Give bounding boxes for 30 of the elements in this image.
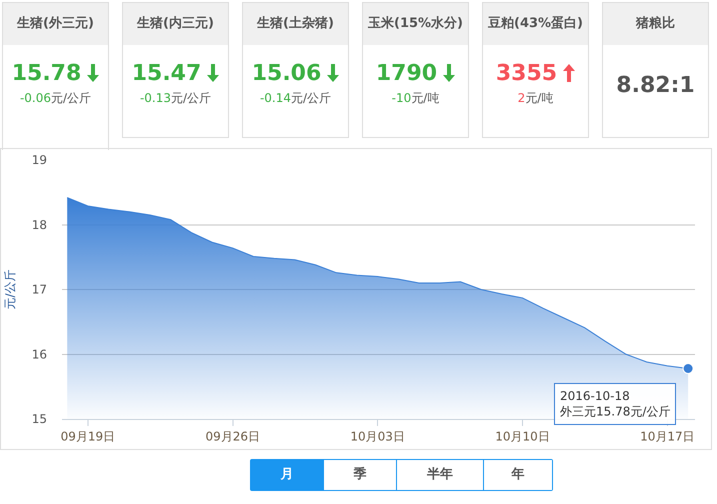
text: -0.13元/公斤: [138, 90, 212, 107]
period-button[interactable]: 年: [483, 460, 552, 490]
category-label: 生猪(土杂猪): [243, 3, 348, 45]
text: -0.14元/公斤: [258, 90, 332, 107]
x-tick-label: 09月19日: [60, 429, 116, 444]
x-tick-label: 10月03日: [350, 429, 405, 444]
y-tick-label: 18: [32, 218, 47, 232]
text: 15.78: [12, 61, 82, 86]
text: 2元/吨: [516, 90, 554, 107]
category-label: 玉米(15%水分): [363, 3, 468, 45]
text: 8.82:1: [616, 73, 695, 98]
text: -10元/吨: [390, 90, 440, 107]
x-tick-label: 10月10日: [495, 429, 550, 444]
y-tick-label: 17: [32, 282, 47, 297]
y-axis-title: 元/公斤: [3, 269, 18, 310]
category-label: 猪粮比: [603, 3, 708, 45]
y-tick-label: 16: [32, 347, 47, 362]
category-label: 豆粕(43%蛋白): [483, 3, 588, 45]
text: -0.06元/公斤: [18, 90, 92, 107]
x-tick-label: 09月26日: [205, 429, 260, 444]
x-tick-label: 10月17日: [640, 429, 695, 444]
category-label: 生猪(外三元): [3, 3, 108, 45]
text: 3355: [496, 61, 558, 86]
y-tick-label: 15: [32, 412, 47, 426]
text: 15.47: [132, 61, 202, 86]
annotation: 2016-10-18 外三元15.78元/公斤: [560, 389, 670, 419]
text: 1790: [376, 61, 438, 86]
text: 15.06: [252, 61, 322, 86]
category-label: 生猪(内三元): [123, 3, 228, 45]
y-tick-label: 19: [32, 153, 47, 168]
